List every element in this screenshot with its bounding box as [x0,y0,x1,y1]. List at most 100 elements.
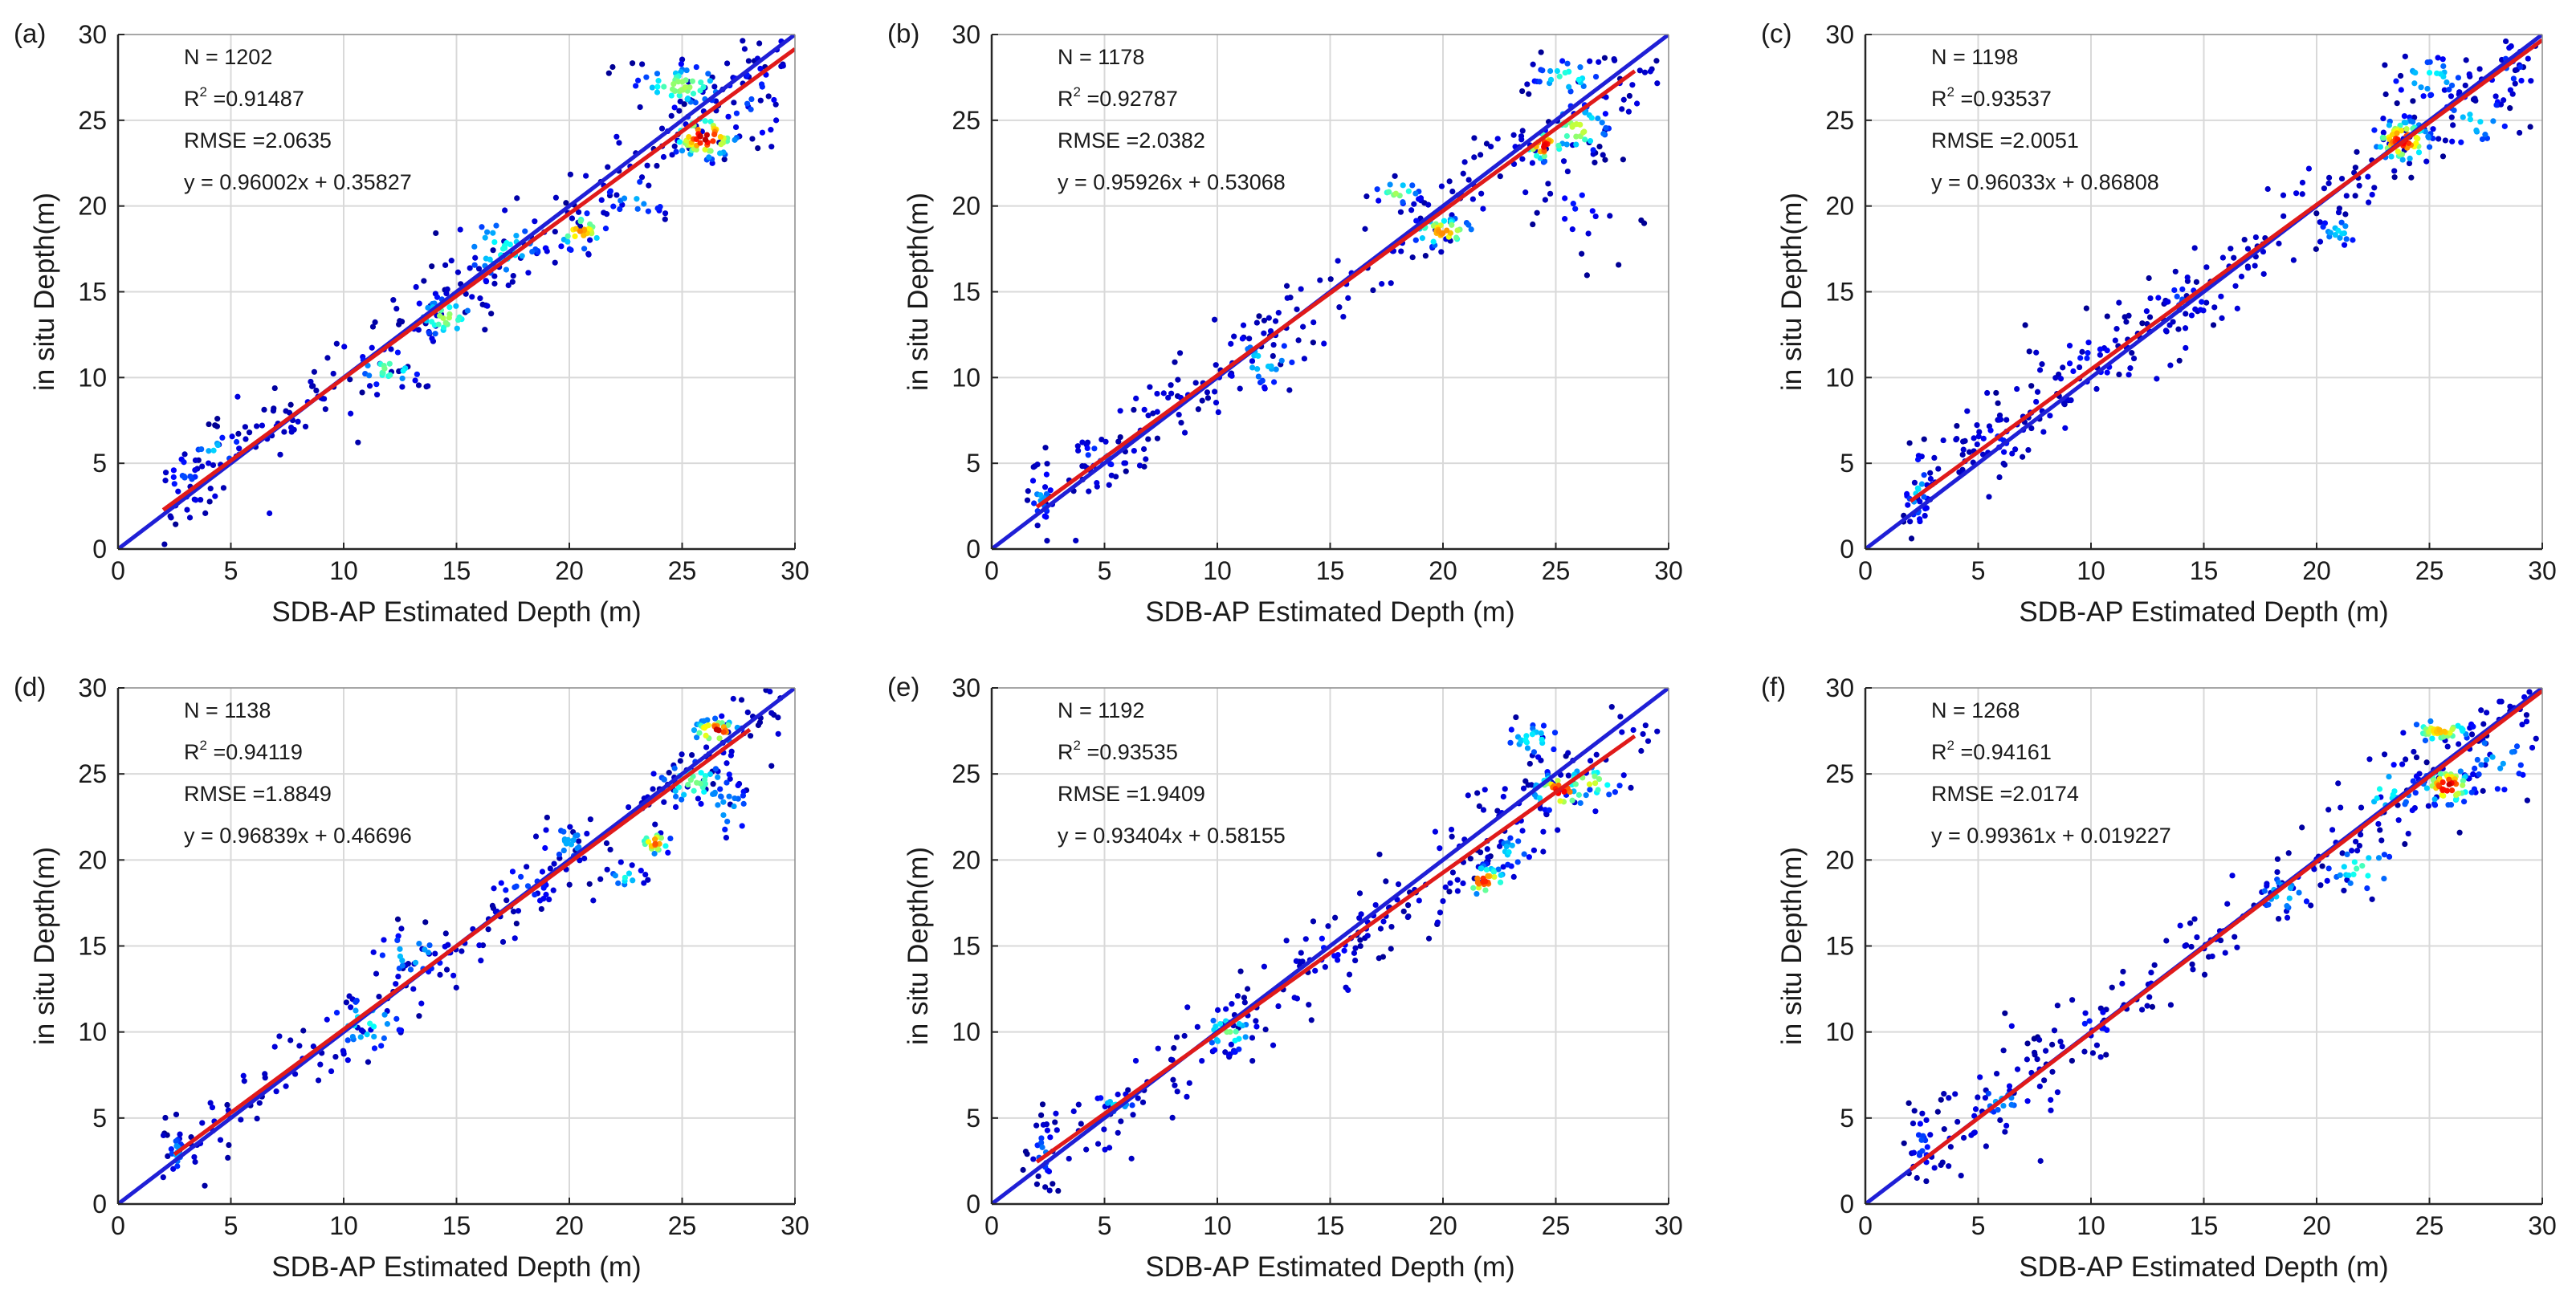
data-point [193,497,199,503]
data-point [2222,950,2228,956]
x-tick-label: 15 [1316,556,1345,585]
data-point [1079,439,1086,445]
data-point [1946,1163,1952,1170]
data-point [1275,310,1282,316]
data-point [273,1088,279,1095]
data-point [1551,730,1559,736]
data-point [677,758,683,764]
data-point [1044,461,1050,467]
data-point [381,937,387,943]
data-point [2398,87,2404,93]
data-point [2002,1129,2008,1135]
data-point [1580,83,1587,90]
data-point [2356,842,2363,849]
data-point [2517,762,2524,768]
data-point [358,1027,365,1034]
data-point [2051,1027,2058,1034]
data-point [563,200,569,206]
data-point [1176,350,1184,356]
data-point [748,96,755,103]
data-point [2399,761,2406,767]
data-point [2480,721,2487,727]
data-point [491,273,498,279]
data-point [309,383,316,389]
data-point [513,232,520,239]
data-point [2252,234,2259,241]
data-point [479,301,486,307]
data-point [2229,873,2236,879]
y-axis-title: in situ Depth(m) [1776,847,1808,1045]
regression-line [1035,734,1636,1164]
data-point [725,722,732,729]
data-point [1485,854,1491,860]
r2-superscript: 2 [1074,84,1081,100]
data-point [1170,1076,1176,1083]
data-point [1412,190,1419,197]
data-point [168,1146,174,1153]
data-point [2365,873,2371,879]
data-point [2081,1048,2088,1055]
data-point [2380,115,2386,122]
data-point [2218,293,2224,299]
data-point [671,143,678,149]
data-point [1129,1102,1135,1109]
y-tick-label: 15 [78,932,107,961]
data-point [1579,192,1585,198]
data-point [1345,987,1351,994]
data-point [693,63,699,71]
data-point [2371,185,2378,191]
annotation-rmse: RMSE =2.0051 [1931,128,2079,153]
data-point [661,83,667,90]
data-point [2476,66,2483,72]
data-point [2338,219,2345,226]
x-tick-label: 10 [2077,1211,2105,1240]
data-point [532,218,538,225]
data-point [2434,70,2440,76]
data-point [287,1037,294,1043]
data-point [2381,135,2387,141]
data-point [1910,1120,1917,1127]
data-point [207,1100,214,1106]
data-point [485,926,491,933]
data-point [2139,320,2146,327]
x-tick-label: 5 [1971,556,1986,585]
data-point [469,294,475,300]
data-point [1555,778,1561,784]
data-point [1510,132,1517,138]
data-point [442,262,449,268]
data-point [2427,718,2434,725]
data-point [2182,325,2189,332]
data-point [498,880,504,886]
data-point [1204,395,1212,401]
data-point [2189,961,2195,967]
x-tick-label: 15 [2190,556,2219,585]
data-point [1954,1118,1961,1125]
y-tick-label: 30 [1825,20,1854,49]
data-point [1278,357,1285,364]
data-point [348,1004,354,1011]
data-point [634,77,642,83]
data-point [1490,869,1498,875]
data-point [210,447,217,454]
data-point [1172,1082,1178,1088]
data-point [225,1154,231,1161]
data-point [2440,63,2447,70]
data-point [454,269,462,275]
data-point [566,246,573,253]
data-point [429,319,435,325]
data-point [676,139,683,145]
data-point [1540,848,1547,855]
annotation-equation: y = 0.96002x + 0.35827 [184,170,412,194]
data-point [1927,470,1934,476]
data-point [2513,743,2521,750]
data-point [2455,75,2462,81]
data-point [207,486,214,492]
data-point [181,474,188,481]
data-point [1608,704,1615,710]
data-point [1575,791,1582,798]
y-tick-label: 10 [952,363,980,392]
data-point [202,510,209,516]
data-point [586,881,593,887]
data-point [707,118,714,125]
data-point [437,971,443,978]
